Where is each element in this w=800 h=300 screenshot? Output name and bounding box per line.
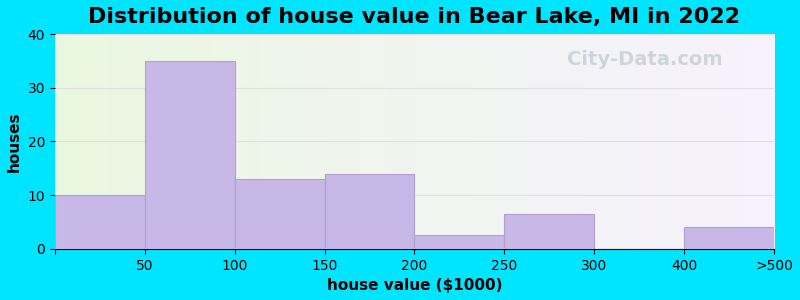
Bar: [414, 236, 504, 249]
Title: Distribution of house value in Bear Lake, MI in 2022: Distribution of house value in Bear Lake…: [89, 7, 741, 27]
Text: City-Data.com: City-Data.com: [567, 50, 722, 69]
Bar: [145, 61, 234, 249]
X-axis label: house value ($1000): house value ($1000): [326, 278, 502, 293]
Bar: [325, 174, 414, 249]
Bar: [55, 195, 145, 249]
Bar: [684, 227, 774, 249]
Bar: [234, 179, 325, 249]
Y-axis label: houses: houses: [7, 111, 22, 172]
Bar: [504, 214, 594, 249]
